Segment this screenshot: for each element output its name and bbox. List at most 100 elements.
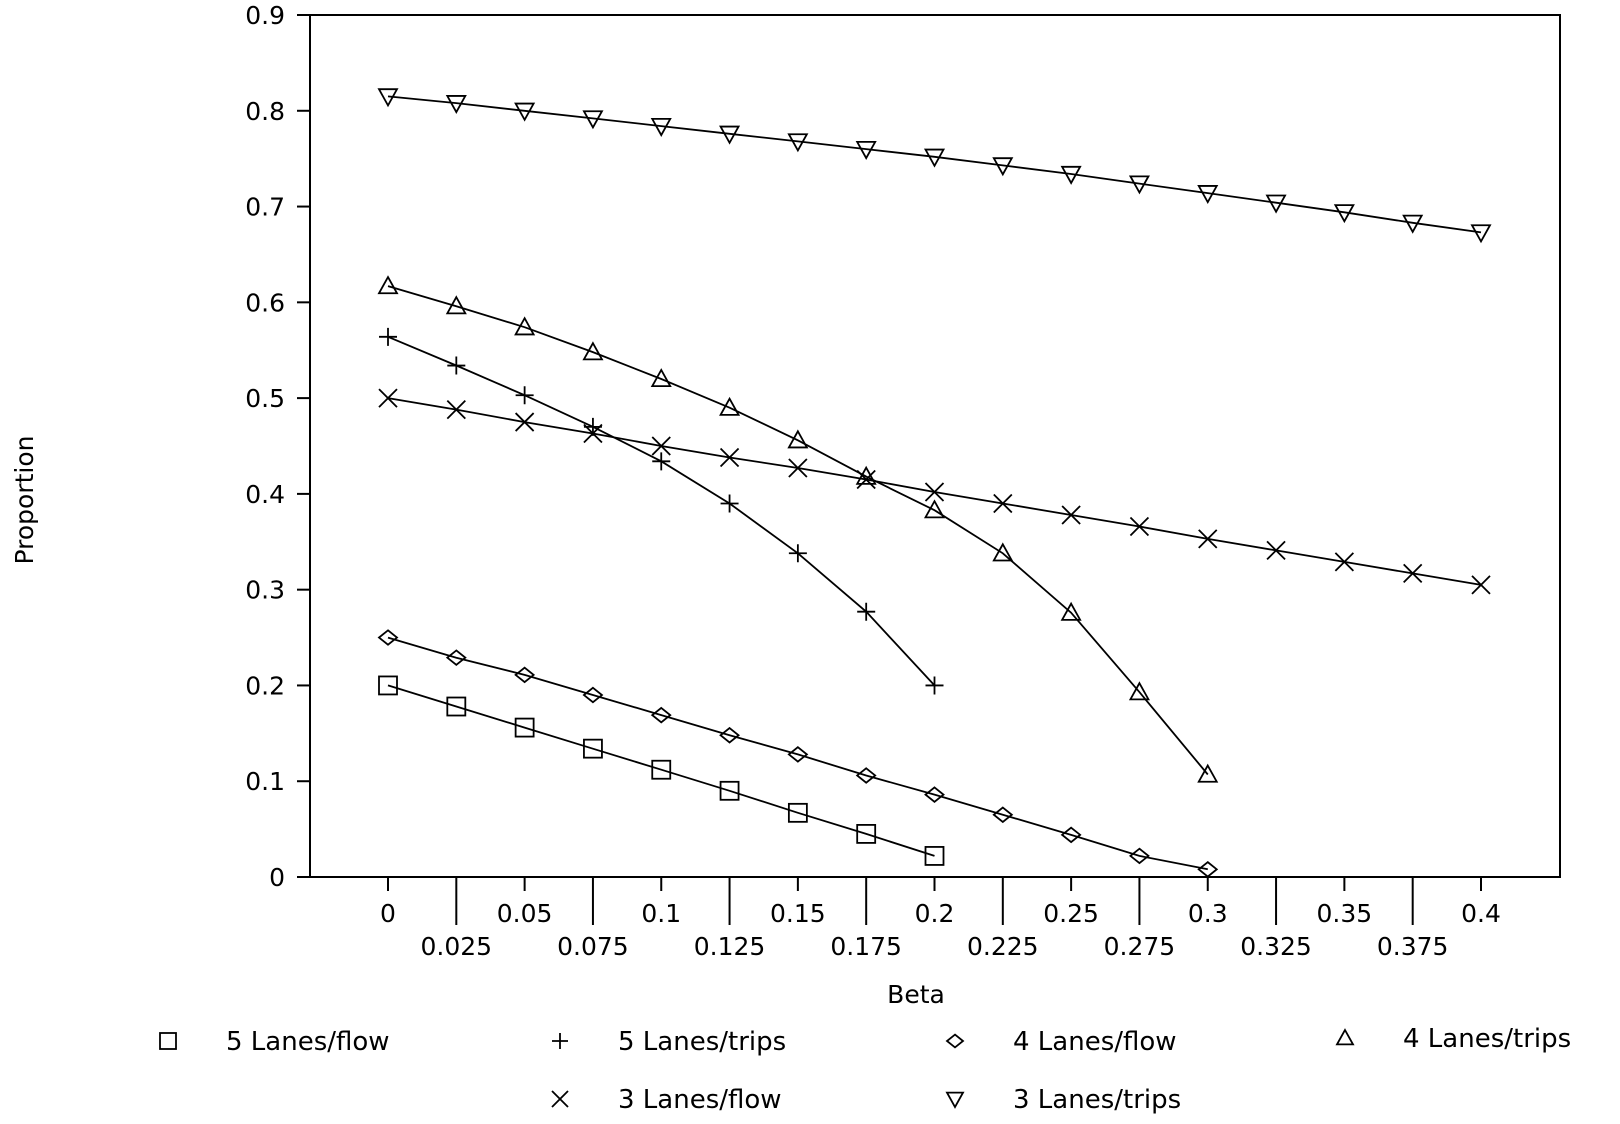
x-tick-label: 0.325 (1240, 932, 1312, 961)
x-tick-label: 0.4 (1461, 899, 1501, 928)
data-point (993, 493, 1013, 514)
data-point (925, 676, 944, 695)
data-point (1128, 175, 1150, 195)
data-point (992, 157, 1014, 177)
y-tick-label: 0.1 (245, 767, 285, 796)
data-point (1197, 763, 1219, 783)
data-point (514, 666, 536, 684)
data-point (992, 806, 1014, 824)
data-point (446, 696, 467, 717)
data-point (1129, 516, 1150, 537)
x-tick-label: 0.35 (1317, 899, 1373, 928)
data-point (377, 275, 399, 295)
x-tick-label: 0.375 (1377, 932, 1449, 961)
legend-item: 4 Lanes/trips (1335, 1024, 1571, 1054)
data-point (856, 824, 877, 844)
x-axis-label: Beta (887, 980, 945, 1009)
data-point (1197, 185, 1219, 205)
data-point (379, 327, 397, 346)
data-point (1470, 224, 1492, 244)
data-point (378, 675, 398, 696)
data-point (650, 706, 672, 724)
data-point (787, 133, 809, 153)
x-tick-label: 0.175 (830, 932, 902, 961)
data-point (1266, 540, 1286, 561)
series-plus (379, 327, 944, 695)
legend-item: 4 Lanes/flow (945, 1027, 1177, 1057)
data-point (582, 341, 604, 361)
data-point (719, 396, 741, 416)
data-point (857, 602, 876, 621)
data-point (1334, 552, 1355, 572)
x-tick-label: 0.075 (557, 932, 629, 961)
legend-label: 5 Lanes/trips (618, 1027, 786, 1057)
legend-label: 4 Lanes/trips (1403, 1024, 1571, 1054)
data-point (651, 759, 672, 780)
x-tick-label: 0.15 (770, 899, 826, 928)
data-point (720, 494, 739, 513)
data-point (1333, 204, 1355, 224)
legend: 5 Lanes/flow 5 Lanes/trips 4 Lanes/flow 4 L… (159, 1024, 1571, 1115)
data-point (1128, 681, 1150, 701)
data-point (445, 649, 467, 667)
x-tick-label: 0.125 (694, 932, 766, 961)
data-point (650, 368, 672, 388)
legend-label: 4 Lanes/flow (1013, 1027, 1177, 1057)
data-point (719, 726, 741, 744)
data-point (788, 544, 807, 563)
x-tick-label: 0.2 (915, 899, 955, 928)
data-point (787, 429, 809, 449)
data-point (650, 118, 672, 137)
x-tick-label: 0.3 (1188, 899, 1228, 928)
legend-item: 5 Lanes/flow (159, 1027, 390, 1057)
legend-item: 5 Lanes/trips (552, 1027, 786, 1057)
x-tick-label: 0.1 (641, 899, 681, 928)
series-line (387, 335, 936, 687)
plot-area-frame (309, 14, 1561, 878)
data-point (924, 482, 945, 502)
data-point (651, 436, 671, 456)
x-tick-label: 0.025 (421, 932, 493, 961)
y-tick-label: 0.3 (245, 576, 285, 605)
data-point (719, 447, 740, 468)
data-point (1128, 847, 1150, 865)
data-point (377, 88, 399, 108)
data-point (992, 542, 1014, 562)
data-point (514, 316, 536, 336)
data-point (378, 388, 398, 408)
data-point (445, 95, 467, 114)
data-point (445, 295, 467, 315)
data-point (514, 412, 535, 432)
y-tick-label: 0.6 (245, 288, 285, 317)
data-point (515, 386, 534, 405)
data-point (447, 356, 466, 375)
data-point (1061, 505, 1081, 525)
data-point (582, 110, 604, 130)
data-point (582, 686, 604, 704)
x-tick-label: 0.225 (967, 932, 1039, 961)
y-tick-label: 0.4 (245, 480, 285, 509)
data-point (1060, 826, 1082, 844)
y-tick-label: 0.2 (245, 671, 285, 700)
legend-marker-plus (552, 1033, 568, 1049)
legend-item: 3 Lanes/flow (551, 1085, 782, 1115)
data-point (1060, 165, 1082, 185)
data-point (1403, 563, 1423, 584)
legend-marker-triangle-up (1335, 1028, 1355, 1046)
legend-marker-square (159, 1032, 177, 1050)
series-triangle-up (377, 275, 1219, 783)
series-line (387, 684, 935, 857)
y-tick-label: 0.8 (245, 97, 285, 126)
legend-label: 5 Lanes/flow (226, 1027, 390, 1057)
data-point (787, 802, 808, 823)
y-tick-label: 0.7 (245, 193, 285, 222)
data-point (787, 746, 809, 763)
data-point (652, 452, 671, 471)
data-point (514, 717, 535, 738)
data-point (1471, 575, 1491, 595)
legend-marker-triangle-down (945, 1091, 965, 1109)
legend-item: 3 Lanes/trips (945, 1085, 1181, 1115)
legend-marker-x (551, 1090, 569, 1108)
data-point (719, 125, 741, 145)
